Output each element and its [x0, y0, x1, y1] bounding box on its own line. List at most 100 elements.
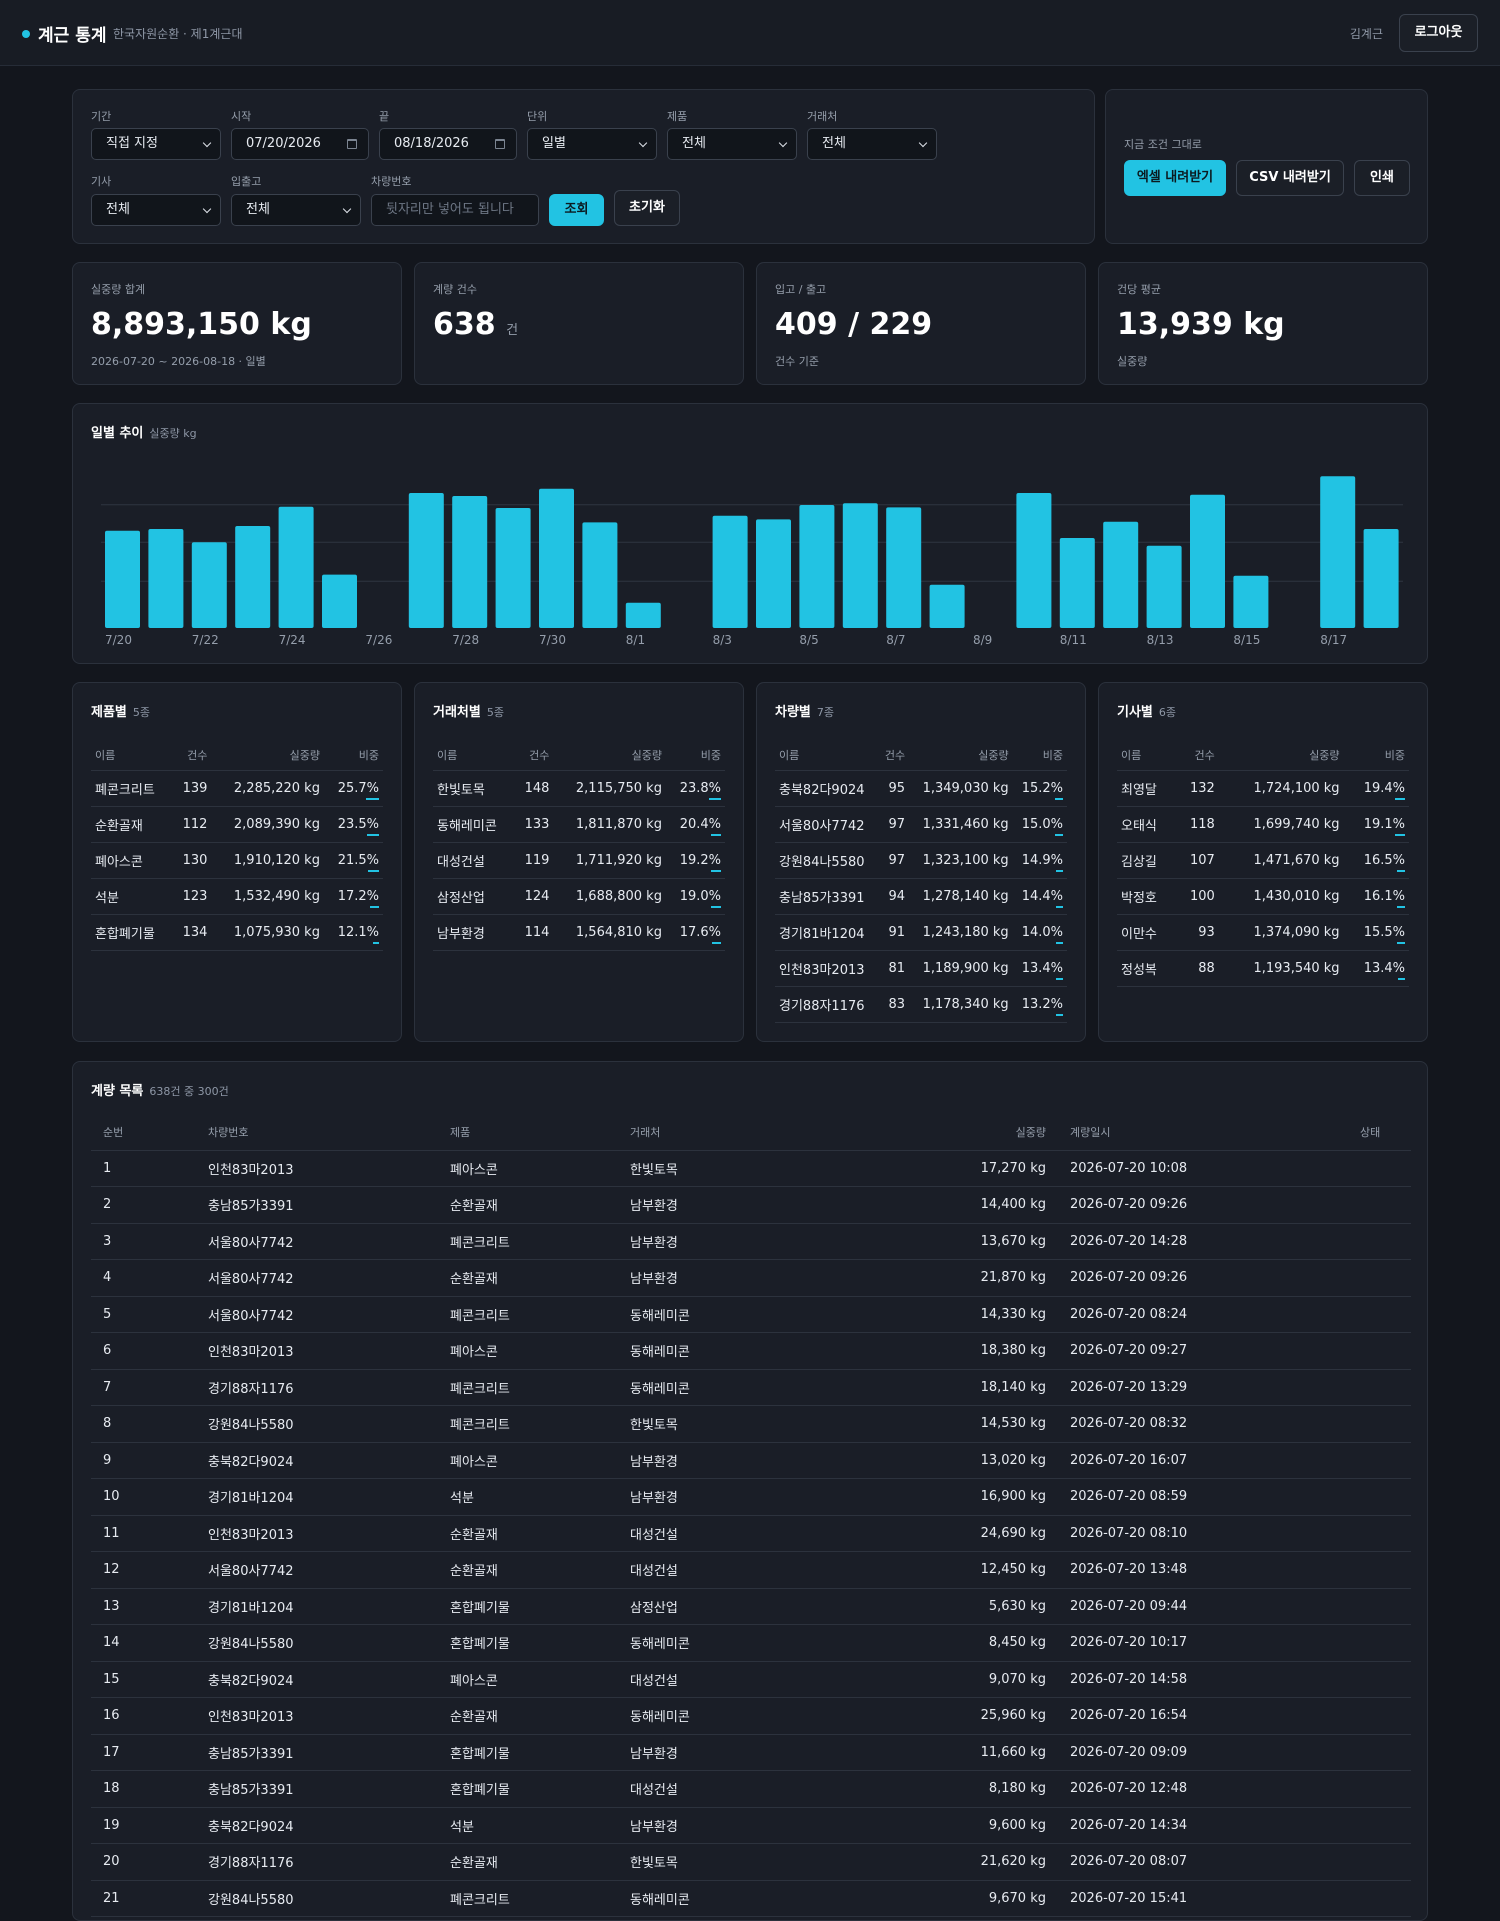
x-tick-label: 8/1 [626, 633, 645, 647]
table-cell: 13,670 kg [838, 1223, 1058, 1260]
table-row[interactable]: 삼정산업 124 1,688,800 kg 19.0% [433, 878, 725, 915]
table-row[interactable]: 폐아스콘 130 1,910,120 kg 21.5% [91, 842, 383, 879]
logout-button[interactable]: 로그아웃 [1399, 14, 1478, 52]
table-row[interactable]: 1 인천83마2013 폐아스콘 한빛토목 17,270 kg 2026-07-20 10… [91, 1150, 1411, 1187]
table-row[interactable]: 9 충북82다9024 폐아스콘 남부환경 13,020 kg 2026-07-20 16… [91, 1442, 1411, 1479]
table-cell: 7 [91, 1369, 196, 1406]
chart-bar-8-17[interactable] [1320, 476, 1356, 628]
unit-select[interactable]: 일별 [527, 128, 657, 160]
client-select[interactable]: 전체 [807, 128, 937, 160]
chart-bar-8-13[interactable] [1146, 545, 1182, 628]
table-row[interactable]: 폐콘크리트 139 2,285,220 kg 25.7% [91, 770, 383, 807]
table-row[interactable]: 5 서울80사7742 폐콘크리트 동해레미콘 14,330 kg 2026-07-20 … [91, 1296, 1411, 1333]
chart-bar-7-25[interactable] [322, 574, 357, 628]
name-cell: 정성복 [1117, 950, 1176, 987]
table-row[interactable]: 18 충남85가3391 혼합폐기물 대성건설 8,180 kg 2026-07-20 1… [91, 1770, 1411, 1808]
chart-bar-8-11[interactable] [1059, 538, 1095, 628]
table-row[interactable]: 11 인천83마2013 순환골재 대성건설 24,690 kg 2026-07-20 0… [91, 1515, 1411, 1552]
table-row[interactable]: 석분 123 1,532,490 kg 17.2% [91, 878, 383, 915]
chart-bar-7-24[interactable] [278, 506, 314, 628]
table-cell: 강원84나5580 [196, 1405, 438, 1443]
chart-bar-8-1[interactable] [625, 602, 661, 628]
chart-bar-7-29[interactable] [495, 508, 531, 628]
excel-download-button[interactable]: 엑셀 내려받기 [1124, 160, 1226, 196]
table-row[interactable]: 10 경기81바1204 석분 남부환경 16,900 kg 2026-07-20 08:… [91, 1478, 1411, 1516]
table-cell: 인천83마2013 [196, 1515, 438, 1552]
chart-bar-8-4[interactable] [756, 519, 791, 628]
table-row[interactable]: 7 경기88자1176 폐콘크리트 동해레미콘 18,140 kg 2026-07-20 … [91, 1369, 1411, 1406]
table-row[interactable]: 한빛토목 148 2,115,750 kg 23.8% [433, 770, 725, 807]
chart-bar-7-28[interactable] [452, 496, 488, 628]
chart-bar-7-20[interactable] [105, 530, 140, 628]
chart-bar-8-18[interactable] [1363, 529, 1399, 628]
chart-bar-8-3[interactable] [712, 515, 748, 628]
share-cell: 20.4% [665, 806, 725, 843]
table-row[interactable]: 12 서울80사7742 순환골재 대성건설 12,450 kg 2026-07-20 1… [91, 1551, 1411, 1589]
chart-bar-8-15[interactable] [1233, 575, 1269, 628]
table-row[interactable]: 동해레미콘 133 1,811,870 kg 20.4% [433, 806, 725, 843]
chart-bar-8-7[interactable] [886, 507, 922, 628]
table-row[interactable]: 이만수 93 1,374,090 kg 15.5% [1117, 914, 1409, 951]
table-row[interactable]: 정성복 88 1,193,540 kg 13.4% [1117, 950, 1409, 987]
chart-bar-7-22[interactable] [191, 542, 227, 628]
search-button[interactable]: 조회 [549, 194, 604, 226]
table-row[interactable]: 14 강원84나5580 혼합폐기물 동해레미콘 8,450 kg 2026-07-20 … [91, 1624, 1411, 1662]
period-select[interactable]: 직접 지정 [91, 128, 221, 160]
chart-bar-7-30[interactable] [539, 488, 574, 628]
chart-bar-7-31[interactable] [582, 522, 618, 628]
table-row[interactable]: 혼합폐기물 134 1,075,930 kg 12.1% [91, 914, 383, 951]
product-select[interactable]: 전체 [667, 128, 797, 160]
share-cell: 19.1% [1343, 806, 1409, 843]
chart-bar-8-5[interactable] [799, 505, 835, 628]
table-row[interactable]: 순환골재 112 2,089,390 kg 23.5% [91, 806, 383, 843]
table-row[interactable]: 인천83마2013 81 1,189,900 kg 13.4% [775, 950, 1067, 987]
table-row[interactable]: 충남85가3391 94 1,278,140 kg 14.4% [775, 878, 1067, 915]
table-row[interactable]: 남부환경 114 1,564,810 kg 17.6% [433, 914, 725, 951]
plate-search-input[interactable]: 뒷자리만 넣어도 됩니다 [371, 194, 539, 226]
end-date-input[interactable]: 08/18/2026 [379, 128, 517, 160]
table-row[interactable]: 21 강원84나5580 폐콘크리트 동해레미콘 9,670 kg 2026-07-20 … [91, 1880, 1411, 1917]
table-row[interactable]: 경기81바1204 91 1,243,180 kg 14.0% [775, 914, 1067, 951]
table-row[interactable]: 13 경기81바1204 혼합폐기물 삼정산업 5,630 kg 2026-07-20 0… [91, 1588, 1411, 1625]
table-row[interactable]: 17 충남85가3391 혼합폐기물 남부환경 11,660 kg 2026-07-20 … [91, 1734, 1411, 1771]
table-row[interactable]: 대성건설 119 1,711,920 kg 19.2% [433, 842, 725, 879]
print-button[interactable]: 인쇄 [1354, 160, 1410, 196]
table-row[interactable]: 강원84나5580 97 1,323,100 kg 14.9% [775, 842, 1067, 879]
table-row[interactable]: 16 인천83마2013 순환골재 동해레미콘 25,960 kg 2026-07-20 … [91, 1697, 1411, 1735]
table-row[interactable]: 19 충북82다9024 석분 남부환경 9,600 kg 2026-07-20 14:3… [91, 1807, 1411, 1844]
table-row[interactable]: 박정호 100 1,430,010 kg 16.1% [1117, 878, 1409, 915]
table-cell [1348, 1223, 1411, 1260]
table-row[interactable]: 3 서울80사7742 폐콘크리트 남부환경 13,670 kg 2026-07-20 1… [91, 1223, 1411, 1260]
driver-select[interactable]: 전체 [91, 194, 221, 226]
table-row[interactable]: 6 인천83마2013 폐아스콘 동해레미콘 18,380 kg 2026-07-20 0… [91, 1332, 1411, 1370]
table-row[interactable]: 김상길 107 1,471,670 kg 16.5% [1117, 842, 1409, 879]
csv-download-button[interactable]: CSV 내려받기 [1236, 160, 1344, 196]
calendar-icon[interactable] [347, 139, 357, 149]
table-cell: 동해레미콘 [618, 1697, 838, 1735]
table-row[interactable]: 서울80사7742 97 1,331,460 kg 15.0% [775, 806, 1067, 843]
chart-bar-8-12[interactable] [1103, 521, 1139, 628]
table-row[interactable]: 8 강원84나5580 폐콘크리트 한빛토목 14,530 kg 2026-07-20 0… [91, 1405, 1411, 1443]
chart-bar-8-10[interactable] [1016, 493, 1052, 628]
chart-bar-7-23[interactable] [235, 526, 271, 628]
chart-bar-8-14[interactable] [1190, 494, 1225, 628]
chart-bar-8-8[interactable] [929, 584, 965, 628]
chart-bar-7-27[interactable] [408, 493, 444, 628]
table-row[interactable]: 2 충남85가3391 순환골재 남부환경 14,400 kg 2026-07-20 09… [91, 1186, 1411, 1224]
share-bar [711, 905, 721, 908]
table-row[interactable]: 15 충북82다9024 폐아스콘 대성건설 9,070 kg 2026-07-20 14… [91, 1661, 1411, 1698]
table-row[interactable]: 충북82다9024 95 1,349,030 kg 15.2% [775, 770, 1067, 807]
table-row[interactable]: 20 경기88자1176 순환골재 한빛토목 21,620 kg 2026-07-20 0… [91, 1843, 1411, 1881]
reset-button[interactable]: 초기화 [614, 190, 680, 226]
table-row[interactable]: 경기88자1176 83 1,178,340 kg 13.2% [775, 986, 1067, 1023]
table-row[interactable]: 오태식 118 1,699,740 kg 19.1% [1117, 806, 1409, 843]
share-cell: 14.4% [1012, 878, 1067, 915]
chart-bar-8-6[interactable] [842, 503, 878, 628]
calendar-icon[interactable] [495, 139, 505, 149]
table-row[interactable]: 4 서울80사7742 순환골재 남부환경 21,870 kg 2026-07-20 09… [91, 1259, 1411, 1297]
start-date-input[interactable]: 07/20/2026 [231, 128, 369, 160]
chart-bar-7-21[interactable] [148, 529, 184, 628]
count-cell: 112 [172, 806, 212, 843]
inout-select[interactable]: 전체 [231, 194, 361, 226]
table-row[interactable]: 최영달 132 1,724,100 kg 19.4% [1117, 770, 1409, 807]
